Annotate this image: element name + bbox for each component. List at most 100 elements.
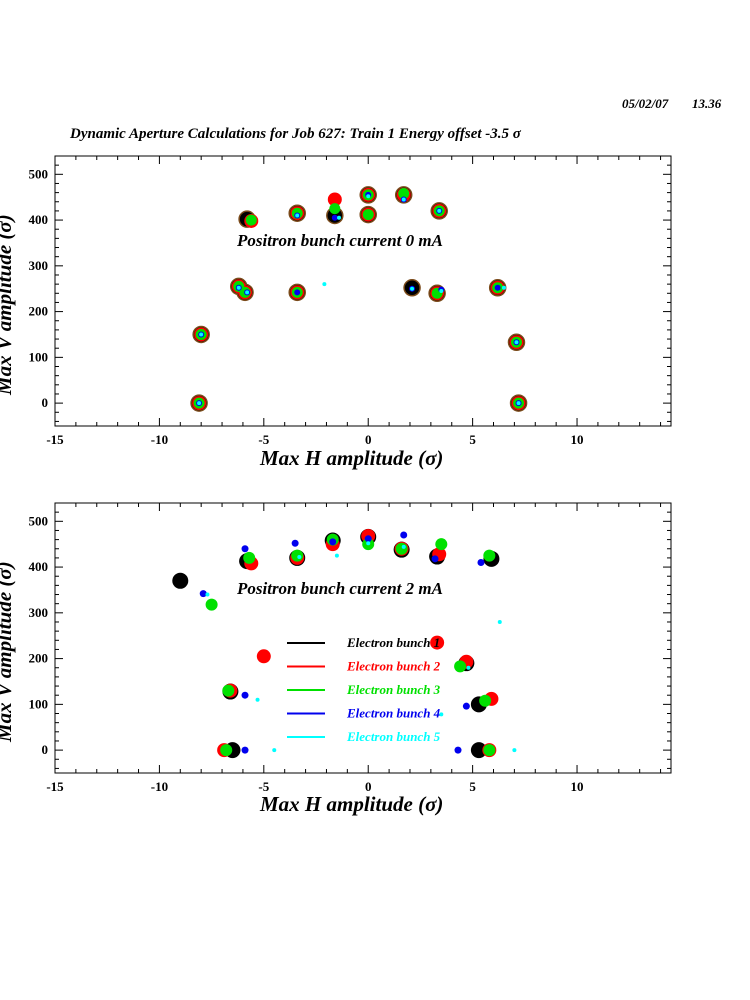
- legend-label-bunch-4: Electron bunch 4: [346, 706, 441, 721]
- y-tick-label: 100: [29, 349, 49, 364]
- data-point-bunch-4: [241, 746, 249, 754]
- legend: Electron bunch 1 Electron bunch 2 Electron…: [287, 635, 441, 744]
- data-point-bunch-3: [245, 214, 257, 226]
- x-tick-label: -5: [258, 779, 269, 794]
- x-tick-label: 10: [571, 779, 584, 794]
- data-point-bunch-5: [322, 282, 327, 287]
- x-tick-label: 10: [571, 432, 584, 447]
- data-point-bunch-4: [199, 590, 207, 598]
- legend-label-bunch-5: Electron bunch 5: [346, 729, 441, 744]
- data-point-bunch-4: [462, 702, 470, 710]
- x-tick-label: -10: [151, 432, 168, 447]
- annotation-top: Positron bunch current 0 mA: [236, 231, 443, 250]
- y-tick-label: 500: [29, 513, 49, 528]
- data-point-bunch-3: [483, 744, 496, 757]
- legend-label-bunch-1: Electron bunch 1: [346, 635, 440, 650]
- data-point-bunch-3: [454, 660, 467, 673]
- data-point-bunch-3: [222, 684, 235, 697]
- data-point-bunch-1: [470, 742, 487, 759]
- y-tick-label: 500: [29, 166, 49, 181]
- data-point-bunch-5: [255, 697, 260, 702]
- data-point-bunch-4: [331, 214, 338, 221]
- data-point-bunch-5: [501, 285, 506, 290]
- data-point-bunch-5: [497, 619, 502, 624]
- data-point-bunch-5: [366, 194, 371, 199]
- time-label: 13.36: [692, 96, 722, 111]
- x-axis-label-bottom: Max H amplitude (σ): [259, 792, 443, 816]
- x-tick-label: -10: [151, 779, 168, 794]
- data-point-bunch-5: [236, 285, 241, 290]
- data-point-bunch-3: [220, 744, 233, 757]
- data-point-bunch-4: [494, 284, 501, 291]
- y-tick-label: 400: [29, 212, 49, 227]
- data-point-bunch-3: [291, 549, 304, 562]
- data-point-bunch-3: [483, 549, 496, 562]
- y-tick-labels-bottom: 0 100 200 300 400 500: [29, 513, 49, 757]
- x-tick-label: 5: [469, 779, 476, 794]
- data-point-bunch-4: [400, 531, 408, 539]
- y-tick-label: 0: [42, 742, 49, 757]
- data-point-bunch-5: [297, 555, 302, 559]
- data-point-bunch-1: [172, 572, 189, 589]
- data-point-bunch-5: [410, 286, 415, 291]
- data-point-bunch-4: [454, 746, 462, 754]
- data-point-bunch-5: [401, 197, 406, 202]
- scatter-points-top: [190, 186, 528, 412]
- data-point-bunch-4: [291, 539, 299, 547]
- plot-frame-top: [54, 155, 672, 427]
- data-point-bunch-5: [366, 541, 371, 546]
- data-point-bunch-3: [435, 538, 448, 551]
- data-point-bunch-5: [437, 208, 442, 213]
- x-tick-label: -5: [258, 432, 269, 447]
- tick-marks-top: [54, 155, 671, 426]
- data-point-bunch-5: [197, 401, 202, 406]
- data-point-bunch-2: [430, 635, 445, 650]
- data-point-bunch-4: [294, 289, 301, 296]
- y-tick-labels-top: 0 100 200 300 400 500: [29, 166, 49, 410]
- data-point-bunch-5: [205, 592, 210, 597]
- y-axis-label-top: Max V amplitude (σ): [0, 214, 16, 396]
- data-point-bunch-5: [295, 213, 300, 218]
- y-tick-label: 200: [29, 651, 49, 666]
- data-point-bunch-3: [362, 209, 374, 221]
- data-point-bunch-4: [329, 538, 337, 546]
- data-point-bunch-5: [401, 544, 406, 549]
- data-point-bunch-3: [205, 598, 218, 611]
- annotation-bottom: Positron bunch current 2 mA: [236, 579, 443, 598]
- scatter-points-bottom: [172, 528, 517, 759]
- x-tick-label: 5: [469, 432, 476, 447]
- x-tick-label: -15: [46, 779, 64, 794]
- data-point-bunch-2: [256, 649, 271, 664]
- data-point-bunch-4: [241, 691, 249, 699]
- y-tick-label: 0: [42, 395, 49, 410]
- data-point-bunch-5: [336, 215, 341, 220]
- data-point-bunch-3: [243, 551, 256, 564]
- data-point-bunch-5: [512, 748, 517, 753]
- y-tick-label: 400: [29, 559, 49, 574]
- y-tick-label: 300: [29, 605, 49, 620]
- data-point-bunch-4: [477, 558, 485, 566]
- data-point-bunch-2: [327, 192, 342, 207]
- data-point-bunch-5: [439, 712, 444, 717]
- data-point-bunch-5: [245, 290, 250, 295]
- data-point-bunch-4: [431, 555, 439, 563]
- date-label: 05/02/07: [622, 96, 669, 111]
- data-point-bunch-4: [241, 545, 249, 553]
- tick-marks-bottom: [54, 502, 671, 773]
- data-point-bunch-5: [516, 401, 521, 406]
- data-point-bunch-5: [466, 665, 471, 670]
- data-point-bunch-5: [199, 332, 204, 337]
- x-tick-labels-bottom: -15 -10 -5 0 5 10: [46, 779, 583, 794]
- figure-title: Dynamic Aperture Calculations for Job 62…: [69, 126, 522, 142]
- legend-label-bunch-3: Electron bunch 3: [346, 682, 441, 697]
- x-tick-labels-top: -15 -10 -5 0 5 10: [46, 432, 583, 447]
- y-tick-label: 200: [29, 304, 49, 319]
- plot-frame-bottom: [54, 502, 672, 774]
- data-point-bunch-5: [272, 748, 277, 753]
- data-point-bunch-5: [334, 553, 339, 558]
- data-point-bunch-3: [398, 188, 410, 200]
- data-point-bunch-3: [329, 203, 341, 215]
- y-axis-label-bottom: Max V amplitude (σ): [0, 561, 16, 743]
- legend-label-bunch-2: Electron bunch 2: [346, 659, 441, 674]
